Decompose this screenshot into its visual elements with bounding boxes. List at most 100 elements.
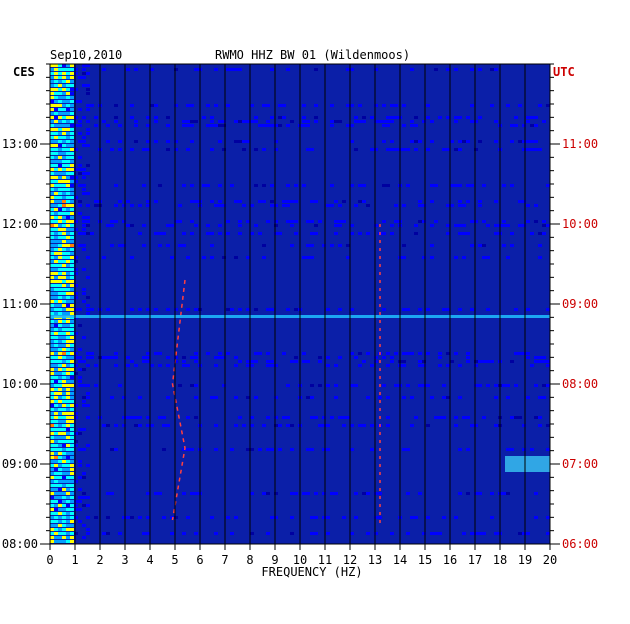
x-tick-label: 19 — [518, 553, 532, 567]
spectrogram-cell — [362, 184, 366, 187]
spectrogram-cell — [74, 500, 78, 503]
spectrogram-cell — [530, 116, 534, 119]
spectrogram-cell — [422, 532, 426, 535]
spectrogram-cell — [446, 204, 450, 207]
spectrogram-cell — [250, 448, 254, 451]
spectrogram-cell — [466, 416, 470, 419]
spectrogram-cell — [282, 416, 286, 419]
spectrogram-cell — [262, 104, 266, 107]
spectrogram-cell — [274, 416, 278, 419]
spectrogram-cell — [54, 304, 58, 307]
spectrogram-cell — [478, 384, 482, 387]
spectrogram-cell — [342, 416, 346, 419]
spectrogram-cell — [334, 384, 338, 387]
spectrogram-cell — [82, 360, 86, 363]
spectrogram-cell — [58, 280, 62, 283]
spectrogram-cell — [54, 188, 58, 191]
spectrogram-cell — [266, 360, 270, 363]
spectrogram-cell — [66, 152, 70, 155]
spectrogram-cell — [82, 472, 86, 475]
spectrogram-cell — [534, 140, 538, 143]
spectrogram-cell — [418, 140, 422, 143]
spectrogram-cell — [402, 256, 406, 259]
spectrogram-cell — [454, 424, 458, 427]
spectrogram-cell — [182, 232, 186, 235]
spectrogram-cell — [110, 448, 114, 451]
spectrogram-cell — [86, 128, 90, 131]
spectrogram-cell — [66, 392, 70, 395]
spectrogram-cell — [66, 360, 70, 363]
spectrogram-cell — [274, 364, 278, 367]
spectrogram-cell — [62, 72, 66, 75]
spectrogram-cell — [258, 232, 262, 235]
spectrogram-cell — [142, 224, 146, 227]
spectrogram-cell — [218, 204, 222, 207]
spectrogram-cell — [262, 124, 266, 127]
spectrogram-cell — [62, 264, 66, 267]
spectrogram-cell — [350, 224, 354, 227]
spectrogram-cell — [354, 356, 358, 359]
spectrogram-cell — [310, 416, 314, 419]
spectrogram-cell — [282, 104, 286, 107]
spectrogram-cell — [70, 192, 74, 195]
spectrogram-cell — [390, 532, 394, 535]
spectrogram-cell — [82, 136, 86, 139]
spectrogram-cell — [286, 184, 290, 187]
spectrogram-cell — [54, 516, 58, 519]
spectrogram-cell — [338, 220, 342, 223]
spectrogram-cell — [66, 400, 70, 403]
spectrogram-cell — [278, 116, 282, 119]
spectrogram-cell — [66, 352, 70, 355]
spectrogram-cell — [422, 120, 426, 123]
spectrogram-cell — [50, 448, 54, 451]
spectrogram-cell — [282, 204, 286, 207]
spectrogram-cell — [54, 132, 58, 135]
spectrogram-cell — [66, 112, 70, 115]
spectrogram-cell — [166, 424, 170, 427]
spectrogram-cell — [218, 352, 222, 355]
spectrogram-cell — [342, 516, 346, 519]
spectrogram-cell — [70, 488, 74, 491]
spectrogram-cell — [114, 448, 118, 451]
spectrogram-cell — [58, 324, 62, 327]
spectrogram-cell — [510, 232, 514, 235]
spectrogram-cell — [50, 160, 54, 163]
spectrogram-cell — [214, 448, 218, 451]
spectrogram-cell — [222, 124, 226, 127]
spectrogram-cell — [58, 76, 62, 79]
spectrogram-cell — [158, 352, 162, 355]
spectrogram-cell — [214, 204, 218, 207]
spectrogram-cell — [50, 92, 54, 95]
spectrogram-cell — [62, 280, 66, 283]
spectrogram-cell — [66, 404, 70, 407]
spectrogram-cell — [474, 532, 478, 535]
spectrogram-cell — [338, 356, 342, 359]
spectrogram-cell — [70, 404, 74, 407]
spectrogram-cell — [50, 536, 54, 539]
spectrogram-cell — [62, 468, 66, 471]
spectrogram-cell — [74, 352, 78, 355]
spectrogram-cell — [54, 412, 58, 415]
spectrogram-cell — [74, 308, 78, 311]
spectrogram-cell — [54, 476, 58, 479]
spectrogram-cell — [186, 308, 190, 311]
spectrogram-cell — [386, 116, 390, 119]
spectrogram-cell — [66, 212, 70, 215]
spectrogram-cell — [86, 144, 90, 147]
spectrogram-cell — [66, 356, 70, 359]
spectrogram-cell — [74, 68, 78, 71]
spectrogram-cell — [66, 504, 70, 507]
x-tick-label: 12 — [343, 553, 357, 567]
spectrogram-cell — [458, 140, 462, 143]
spectrogram-cell — [74, 196, 78, 199]
spectrogram-cell — [390, 360, 394, 363]
spectrogram-cell — [66, 88, 70, 91]
spectrogram-cell — [50, 500, 54, 503]
spectrogram-cell — [202, 184, 206, 187]
spectrogram-cell — [502, 244, 506, 247]
spectrogram-cell — [86, 516, 90, 519]
spectrogram-cell — [54, 156, 58, 159]
spectrogram-cell — [54, 140, 58, 143]
spectrogram-cell — [66, 136, 70, 139]
spectrogram-cell — [458, 396, 462, 399]
